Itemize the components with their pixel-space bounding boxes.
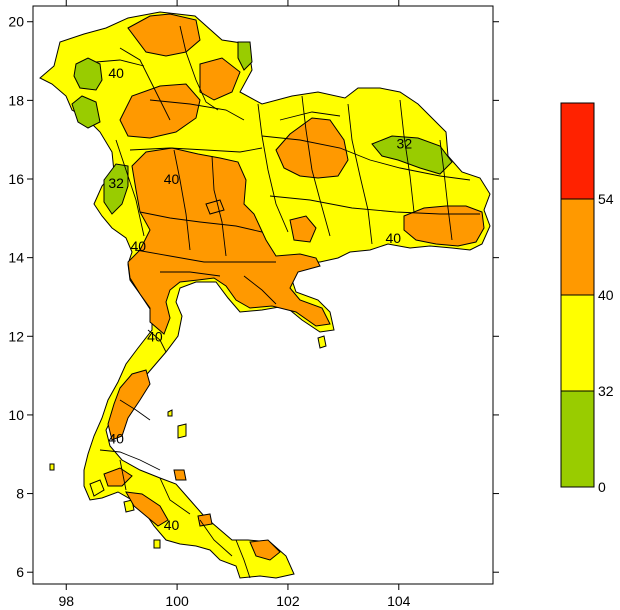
x-tick-label-102: 102 [276, 593, 300, 609]
province-line [149, 99, 245, 121]
orange-zone-northeast [275, 117, 349, 179]
province-line [129, 147, 263, 153]
orange-zone-small-2 [289, 215, 317, 243]
orange-zone-south-4 [249, 539, 281, 561]
y-tick-label-8: 8 [16, 486, 24, 502]
y-tick-label-18: 18 [8, 92, 24, 108]
x-tick-label-98: 98 [58, 593, 74, 609]
contour-label-40: 40 [385, 230, 401, 246]
island-7 [153, 539, 161, 549]
province-line [179, 25, 219, 111]
province-line [269, 195, 480, 215]
green-zone-4 [103, 163, 129, 215]
province-line [147, 329, 167, 353]
contour-label-40: 40 [108, 65, 124, 81]
colorbar-legend: 54 40 32 0 [560, 102, 614, 495]
contour-label-32: 32 [397, 136, 413, 152]
province-line [279, 111, 341, 121]
y-tick-label-16: 16 [8, 171, 24, 187]
province-line [135, 249, 276, 263]
province-line [243, 275, 277, 305]
island-2 [167, 409, 173, 417]
colorbar-label-32: 32 [598, 383, 614, 399]
colorbar-label-0: 0 [598, 479, 606, 495]
contour-label-40: 40 [131, 238, 147, 254]
province-line [257, 103, 289, 233]
colorbar-label-54: 54 [598, 191, 614, 207]
colorbar-swatch-2 [560, 294, 595, 392]
orange-zone-south-6 [197, 513, 213, 527]
province-line [211, 155, 227, 257]
map-frame [32, 5, 494, 585]
province-line [199, 519, 233, 557]
orange-zone-north-3 [119, 83, 201, 139]
y-tick-label-14: 14 [8, 250, 24, 266]
contour-label-40: 40 [147, 328, 163, 344]
colorbar-label-40: 40 [598, 287, 614, 303]
province-line [261, 135, 471, 181]
contour-label-40: 40 [108, 431, 124, 447]
province-line [301, 95, 331, 237]
orange-zone-north-2 [199, 57, 241, 101]
orange-zone-north-1 [127, 13, 201, 57]
y-tick-label-10: 10 [8, 407, 24, 423]
province-line [95, 59, 145, 67]
province-line [439, 139, 453, 241]
contour-label-32: 32 [108, 175, 124, 191]
island-3 [49, 463, 55, 471]
y-axis-ticks: 6 8 10 12 14 16 18 20 [8, 14, 499, 580]
orange-zone-east [403, 205, 485, 247]
province-boundaries [95, 25, 480, 579]
y-tick-label-20: 20 [8, 14, 24, 30]
green-zone-5 [371, 135, 453, 175]
island-6 [317, 335, 327, 349]
island-5 [123, 499, 135, 513]
colorbar-swatch-0 [560, 102, 595, 200]
contour-label-40: 40 [164, 517, 180, 533]
zones-green [71, 41, 453, 215]
orange-zone-south-3 [125, 491, 169, 527]
orange-zone-south-2 [103, 467, 133, 487]
province-line [173, 149, 191, 251]
y-tick-label-12: 12 [8, 328, 24, 344]
x-tick-label-100: 100 [165, 593, 189, 609]
colorbar-swatch-1 [560, 198, 595, 296]
x-tick-label-104: 104 [387, 593, 411, 609]
province-line [139, 211, 263, 233]
green-zone-1 [73, 57, 103, 91]
province-line [235, 539, 251, 579]
orange-zone-south-1 [107, 369, 151, 441]
province-line [399, 99, 415, 213]
island-4 [89, 479, 105, 497]
province-line [159, 477, 191, 515]
province-line [115, 139, 145, 237]
province-line [119, 47, 171, 121]
zones-orange [103, 13, 485, 561]
island-1 [177, 423, 187, 439]
orange-zone-central [127, 147, 331, 335]
contour-label-40: 40 [164, 171, 180, 187]
province-line [119, 459, 127, 491]
green-zone-3 [237, 41, 253, 71]
province-line [99, 449, 161, 471]
province-line [347, 103, 373, 245]
province-line [160, 271, 221, 277]
colorbar-swatch-3 [560, 390, 595, 488]
y-tick-label-6: 6 [16, 564, 24, 580]
x-axis-ticks: 98 100 102 104 [58, 0, 411, 609]
contour-labels: 40 40 40 40 40 40 40 32 32 [108, 65, 412, 533]
province-line [119, 399, 151, 421]
green-zone-2 [71, 95, 101, 129]
orange-zone-south-5 [173, 469, 187, 481]
